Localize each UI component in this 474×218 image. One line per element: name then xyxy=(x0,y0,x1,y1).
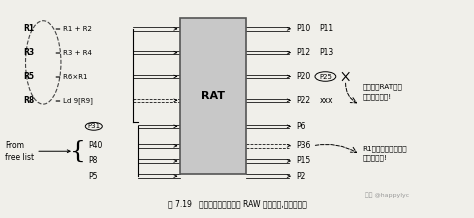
Text: P6: P6 xyxy=(296,122,306,131)
Text: = R3 + R4: = R3 + R4 xyxy=(55,50,92,56)
Text: P13: P13 xyxy=(319,48,334,57)
Text: R5: R5 xyxy=(24,72,35,81)
Text: 图 7.19   当四条指令之间存在 RAW 相关性时,遇到的问题: 图 7.19 当四条指令之间存在 RAW 相关性时,遇到的问题 xyxy=(168,200,306,209)
Text: RAT: RAT xyxy=(201,91,225,101)
Text: = R6×R1: = R6×R1 xyxy=(55,73,88,80)
Text: P10: P10 xyxy=(296,24,310,33)
FancyBboxPatch shape xyxy=(180,18,246,174)
Text: R3: R3 xyxy=(24,48,35,57)
Text: P15: P15 xyxy=(296,157,310,165)
Text: P8: P8 xyxy=(88,157,98,165)
Text: P22: P22 xyxy=(296,96,310,105)
Text: P25: P25 xyxy=(319,73,332,80)
Text: From
free list: From free list xyxy=(5,141,35,162)
Text: {: { xyxy=(70,140,86,163)
Text: P20: P20 xyxy=(296,72,310,81)
Text: P12: P12 xyxy=(296,48,310,57)
Text: 知乎 @happylyc: 知乎 @happylyc xyxy=(365,192,409,198)
Text: xxx: xxx xyxy=(319,96,333,105)
Text: P11: P11 xyxy=(319,24,334,33)
Text: P36: P36 xyxy=(296,141,310,150)
Text: = Ld 9[R9]: = Ld 9[R9] xyxy=(55,97,93,104)
Text: 直接使用RAT输出
的值是错误的!: 直接使用RAT输出 的值是错误的! xyxy=(362,84,402,100)
Text: R1: R1 xyxy=(24,24,35,33)
Text: = R1 + R2: = R1 + R2 xyxy=(55,26,92,32)
Text: R1对应的物理寄存器
应该使用它!: R1对应的物理寄存器 应该使用它! xyxy=(362,146,407,161)
Text: P2: P2 xyxy=(296,172,305,181)
Text: P40: P40 xyxy=(88,141,102,150)
Text: P31: P31 xyxy=(87,123,100,129)
Text: P5: P5 xyxy=(88,172,98,181)
Text: R8: R8 xyxy=(23,96,35,105)
